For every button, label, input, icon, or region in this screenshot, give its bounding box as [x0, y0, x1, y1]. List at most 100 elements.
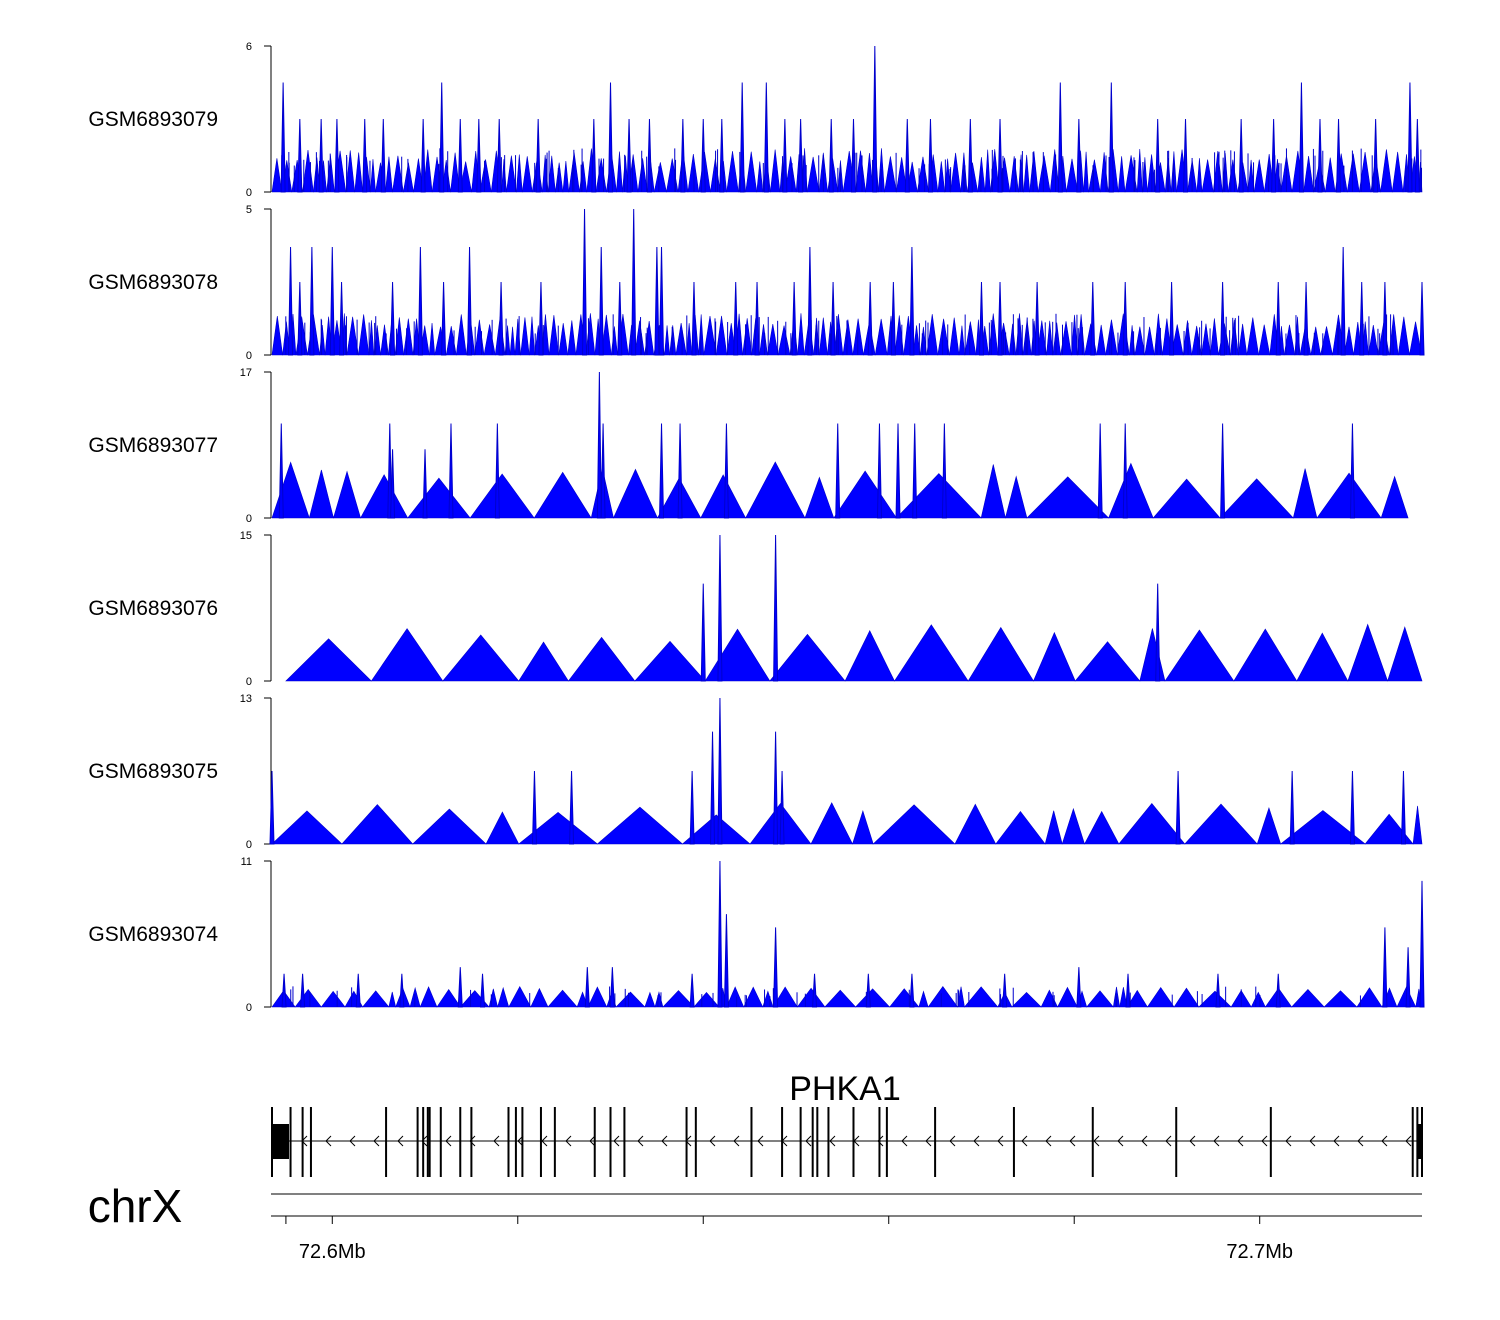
peak-26: [904, 118, 910, 193]
coverage-triangle: [516, 154, 523, 193]
strand-arrow: [565, 1135, 572, 1147]
coverage-triangle: [654, 991, 664, 1008]
coverage-triangle: [1347, 623, 1389, 682]
peak-4: [710, 731, 716, 845]
peak-10: [538, 281, 544, 356]
coverage-triangle: [459, 161, 472, 193]
strand-arrow: [1357, 1135, 1364, 1147]
coverage-triangle: [743, 986, 764, 1008]
coverage-triangle: [1088, 159, 1101, 193]
coverage-triangle: [810, 802, 854, 845]
coverage-triangle: [596, 806, 684, 845]
coverage-triangle: [528, 316, 536, 356]
strand-arrow: [1309, 1135, 1316, 1147]
coverage-triangle: [796, 987, 826, 1008]
peak-1: [717, 534, 723, 682]
coverage-triangle: [1380, 149, 1393, 193]
coverage-triangle: [423, 149, 433, 193]
coverage-triangle: [445, 326, 457, 356]
strand-arrow: [1285, 1135, 1292, 1147]
coverage-area: [271, 802, 1423, 845]
coverage-triangle: [1164, 629, 1235, 682]
coverage-triangle: [1005, 475, 1028, 519]
peak-0: [280, 82, 286, 193]
coverage-triangle: [587, 986, 608, 1008]
coverage-triangle: [474, 319, 485, 356]
gene-label: PHKA1: [789, 1070, 901, 1108]
peak-7: [441, 281, 447, 356]
peak-6: [596, 371, 602, 519]
coverage-triangle: [745, 151, 758, 193]
peak-17: [691, 281, 697, 356]
strand-arrow: [613, 1135, 620, 1147]
peak-17: [700, 118, 706, 193]
coverage-triangle: [360, 474, 409, 519]
peak-21: [782, 118, 788, 193]
coverage-triangle: [1146, 986, 1175, 1008]
coverage-triangle: [745, 461, 806, 519]
coverage-triangle: [893, 624, 969, 682]
y-min-label: 0: [246, 350, 252, 362]
peak-37: [1298, 82, 1304, 193]
coverage-triangle: [483, 324, 496, 356]
peak-9: [1289, 770, 1295, 845]
coverage-triangle: [1380, 475, 1409, 519]
coverage-triangle: [313, 157, 321, 193]
coverage-triangle: [687, 154, 700, 193]
coverage-triangle: [1210, 318, 1219, 356]
coverage-triangle: [1296, 632, 1349, 682]
peak-5: [479, 973, 486, 1008]
peak-11: [1400, 770, 1406, 845]
coverage-triangle: [1117, 156, 1126, 193]
y-max-label: 11: [241, 856, 252, 868]
coverage-triangle: [1182, 320, 1193, 356]
strand-arrow: [901, 1135, 908, 1147]
coverage-triangle: [957, 986, 965, 1008]
strand-arrow: [325, 1135, 332, 1147]
coverage-triangle: [756, 161, 764, 193]
coverage-triangle: [555, 162, 564, 193]
coverage-triangle: [506, 155, 517, 193]
peak-18: [733, 281, 739, 356]
coverage-triangle: [508, 985, 532, 1008]
axis-tick-label: 72.7Mb: [1226, 1241, 1293, 1263]
peak-13: [865, 973, 871, 1008]
coverage-triangle: [402, 162, 414, 193]
coverage-triangle: [767, 323, 779, 356]
peak-9: [677, 423, 683, 519]
coverage-triangle: [1346, 153, 1360, 193]
coverage-triangle: [634, 640, 706, 682]
strand-arrow: [541, 1135, 548, 1147]
coverage-triangle: [842, 319, 854, 356]
peak-0: [278, 423, 284, 519]
strand-arrow: [1141, 1135, 1148, 1147]
coverage-triangle: [517, 812, 599, 845]
coverage-triangle: [271, 158, 283, 193]
peak-14: [912, 423, 918, 519]
peak-4: [448, 423, 454, 519]
coverage-triangle: [1292, 468, 1318, 519]
peak-23: [867, 281, 873, 356]
strand-arrow: [1405, 1135, 1412, 1147]
coverage-triangle: [1026, 476, 1110, 519]
coverage-triangle: [704, 628, 771, 682]
peak-38: [1419, 281, 1425, 356]
coverage-triangle: [944, 158, 951, 193]
coverage-triangle: [436, 988, 462, 1008]
coverage-triangle: [558, 323, 569, 356]
peak-1: [297, 281, 303, 356]
coverage-triangle: [1310, 326, 1321, 356]
strand-arrow: [709, 1135, 716, 1147]
coverage-triangle: [1358, 152, 1372, 193]
peak-14: [631, 208, 637, 356]
tracks-layer: GSM689307960GSM689307850GSM6893077170GSM…: [88, 41, 1425, 1014]
coverage-triangle: [770, 149, 781, 193]
coverage-triangle: [874, 318, 888, 356]
coverage-triangle: [852, 809, 874, 845]
coverage-triangle: [1198, 990, 1232, 1008]
coverage-triangle: [1096, 324, 1106, 356]
peak-27: [997, 281, 1003, 356]
coverage-triangle: [308, 469, 334, 519]
coverage-triangle: [271, 315, 283, 356]
peak-35: [1340, 246, 1346, 356]
